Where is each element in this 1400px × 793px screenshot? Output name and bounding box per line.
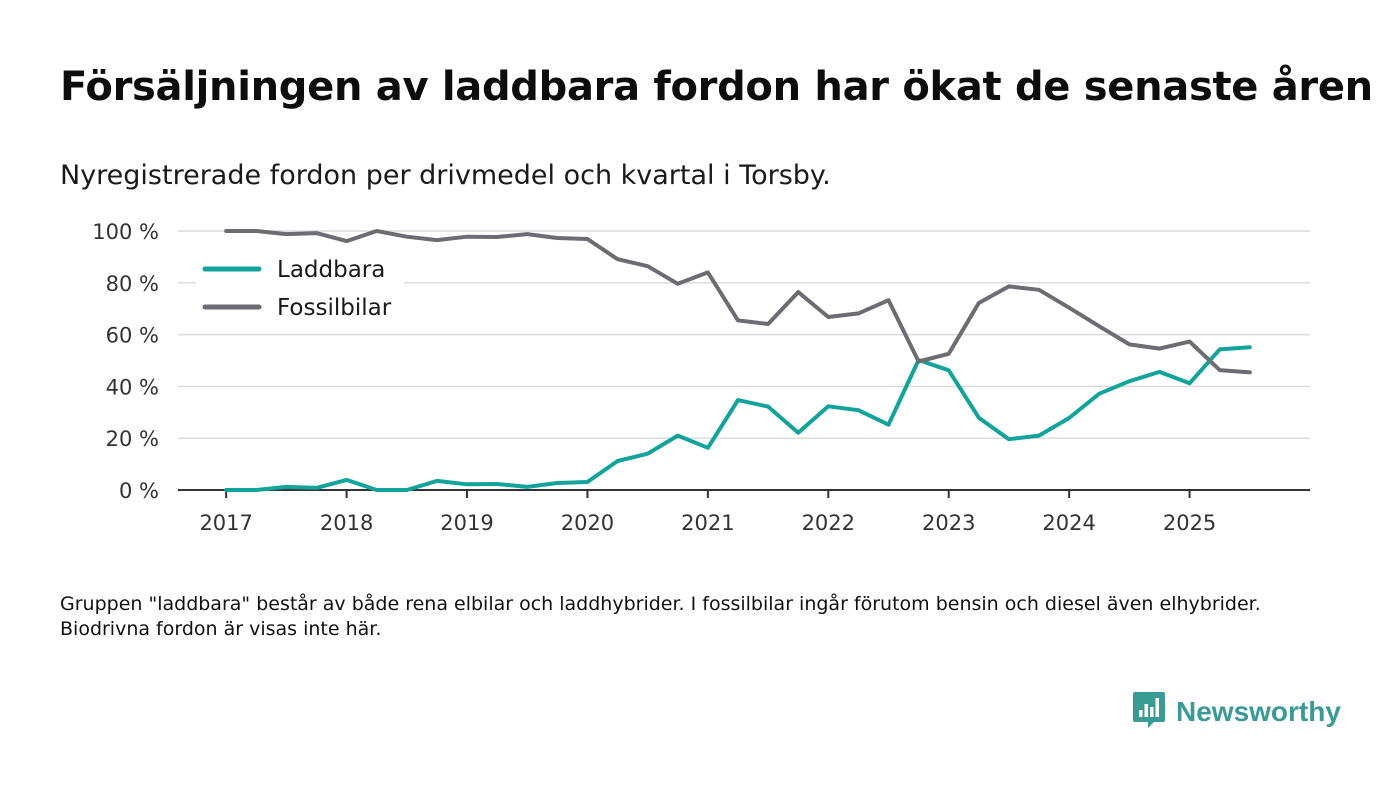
y-tick-label: 20 % bbox=[106, 427, 159, 451]
legend-background bbox=[196, 250, 404, 328]
footnote: Gruppen "laddbara" består av både rena e… bbox=[60, 593, 1261, 640]
y-tick-label: 100 % bbox=[92, 220, 159, 244]
x-tick-label: 2017 bbox=[199, 511, 252, 535]
y-tick-label: 80 % bbox=[106, 272, 159, 296]
x-tick-label: 2023 bbox=[922, 511, 975, 535]
x-tick-label: 2018 bbox=[320, 511, 373, 535]
x-tick-label: 2024 bbox=[1042, 511, 1095, 535]
line-chart: 0 % 20 % 40 % 60 % 80 % 100 % 2017 2018 2019 202… bbox=[92, 220, 1310, 535]
x-tick-label: 2019 bbox=[440, 511, 493, 535]
chart-subtitle: Nyregistrerade fordon per drivmedel och … bbox=[60, 160, 831, 191]
x-tick-label: 2022 bbox=[802, 511, 855, 535]
x-tick-label: 2020 bbox=[561, 511, 614, 535]
legend: Laddbara Fossilbilar bbox=[196, 250, 404, 328]
y-tick-label: 0 % bbox=[119, 479, 159, 503]
x-tick-label: 2025 bbox=[1163, 511, 1216, 535]
y-axis: 0 % 20 % 40 % 60 % 80 % 100 % bbox=[92, 220, 159, 503]
x-axis: 2017 2018 2019 2020 2021 2022 2023 2024 2025 bbox=[178, 489, 1310, 535]
y-tick-label: 40 % bbox=[106, 375, 159, 399]
newsworthy-logo-icon bbox=[1132, 690, 1166, 734]
brand-name: Newsworthy bbox=[1176, 696, 1341, 727]
chart-title: Försäljningen av laddbara fordon har öka… bbox=[60, 64, 1373, 110]
series-lines bbox=[224, 229, 1252, 492]
x-tick-label: 2021 bbox=[681, 511, 734, 535]
series-line-laddbara bbox=[224, 345, 1252, 492]
brand: Newsworthy bbox=[1132, 690, 1341, 734]
series-line-fossilbilar bbox=[224, 229, 1252, 375]
y-tick-label: 60 % bbox=[106, 324, 159, 348]
legend-label-laddbara: Laddbara bbox=[277, 257, 385, 283]
legend-label-fossilbilar: Fossilbilar bbox=[277, 295, 392, 321]
